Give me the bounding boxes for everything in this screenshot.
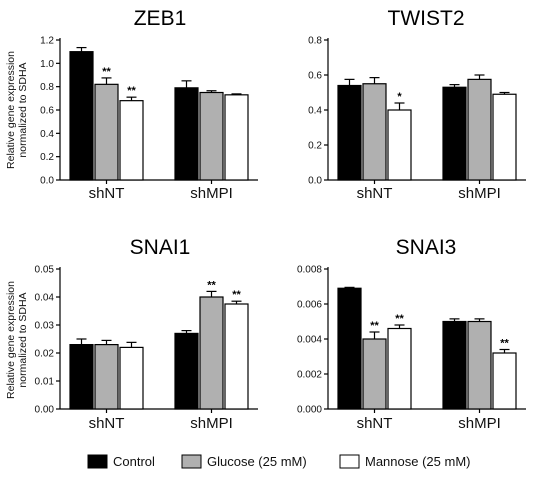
bar — [94, 344, 119, 410]
y-tick-label: 1.0 — [40, 59, 54, 70]
bar — [337, 287, 362, 410]
legend-swatch — [181, 454, 202, 469]
bar — [69, 51, 94, 181]
chart-panel-snai1: SNAI1 Relative gene expressionnormalized … — [5, 236, 258, 432]
bar — [467, 320, 492, 410]
x-tick-label: shMPI — [190, 415, 233, 432]
bar — [224, 94, 249, 181]
y-tick-label: 0.8 — [40, 82, 54, 93]
y-tick-label: 0.05 — [35, 265, 55, 276]
bar — [174, 87, 199, 181]
y-tick-label: 0.01 — [35, 377, 55, 388]
bar — [492, 352, 517, 410]
y-tick-label: 0.006 — [297, 300, 322, 311]
x-tick-label: shMPI — [190, 185, 233, 202]
y-tick-label: 0.002 — [297, 370, 322, 381]
y-tick-label: 0.4 — [308, 106, 322, 117]
bar — [69, 344, 94, 410]
y-axis-label: Relative gene expressionnormalized to SD… — [5, 281, 29, 399]
y-tick-label: 0.2 — [40, 152, 54, 163]
y-tick-label: 0.0 — [40, 176, 54, 187]
x-tick-label: shNT — [89, 185, 125, 202]
bar — [337, 84, 362, 181]
y-axis-label-line: normalized to SDHA — [17, 292, 29, 387]
y-tick-label: 0.8 — [308, 36, 322, 47]
significance-marker: ** — [207, 279, 216, 291]
y-tick-label: 1.2 — [40, 36, 54, 47]
y-tick-label: 0.0 — [308, 176, 322, 187]
y-tick-label: 0.6 — [308, 71, 322, 82]
y-tick-label: 0.004 — [297, 335, 322, 346]
chart-title: TWIST2 — [388, 7, 465, 30]
y-tick-label: 0.04 — [35, 293, 55, 304]
chart-title: SNAI1 — [130, 236, 191, 259]
x-tick-label: shMPI — [458, 185, 501, 202]
significance-marker: ** — [500, 338, 509, 350]
significance-marker: ** — [395, 313, 404, 325]
legend: Control Glucose (25 mM) Mannose (25 mM) — [87, 454, 470, 469]
y-tick-label: 0.008 — [297, 265, 322, 276]
bar — [387, 109, 412, 181]
legend-label: Control — [113, 454, 155, 469]
bar — [174, 332, 199, 410]
bar — [362, 338, 387, 410]
y-tick-label: 0.000 — [297, 405, 322, 416]
legend-label: Glucose (25 mM) — [207, 454, 307, 469]
bar — [94, 83, 119, 181]
significance-marker: ** — [127, 85, 136, 97]
bar — [442, 86, 467, 181]
y-axis-label-line: Relative gene expression — [5, 281, 17, 399]
significance-marker: ** — [370, 320, 379, 332]
y-tick-label: 0.02 — [35, 349, 55, 360]
legend-swatch — [87, 454, 108, 469]
bar — [492, 93, 517, 181]
chart-panel-twist2: TWIST2 0.0 0.2 0.4 0.6 0.8 shNT * shMPI — [308, 7, 526, 202]
x-tick-label: shNT — [357, 185, 393, 202]
bar — [224, 303, 249, 410]
bar — [362, 83, 387, 181]
bar — [119, 346, 144, 410]
chart-title: ZEB1 — [134, 7, 187, 30]
legend-swatch — [339, 454, 360, 469]
bar — [387, 327, 412, 410]
chart-title: SNAI3 — [396, 236, 457, 259]
chart-panel-zeb1: ZEB1 Relative gene expressionnormalized t… — [5, 7, 258, 202]
y-tick-label: 0.03 — [35, 321, 55, 332]
y-axis-label-line: Relative gene expression — [5, 51, 17, 169]
bar — [442, 320, 467, 410]
y-tick-label: 0.4 — [40, 129, 54, 140]
y-tick-label: 0.6 — [40, 106, 54, 117]
legend-label: Mannose (25 mM) — [365, 454, 470, 469]
y-tick-label: 0.2 — [308, 141, 322, 152]
x-tick-label: shNT — [89, 415, 125, 432]
y-axis-label-line: normalized to SDHA — [17, 62, 29, 157]
bar — [119, 100, 144, 181]
y-tick-label: 0.00 — [35, 405, 55, 416]
bar — [199, 91, 224, 181]
bar — [199, 296, 224, 410]
bar — [467, 78, 492, 181]
x-tick-label: shMPI — [458, 415, 501, 432]
significance-marker: ** — [232, 289, 241, 301]
x-tick-label: shNT — [357, 415, 393, 432]
y-axis-label: Relative gene expressionnormalized to SD… — [5, 51, 29, 169]
significance-marker: * — [397, 91, 402, 103]
chart-panel-snai3: SNAI3 0.000 0.002 0.004 0.006 0.008 shNT ** ** sh… — [297, 236, 526, 432]
significance-marker: ** — [102, 66, 111, 78]
